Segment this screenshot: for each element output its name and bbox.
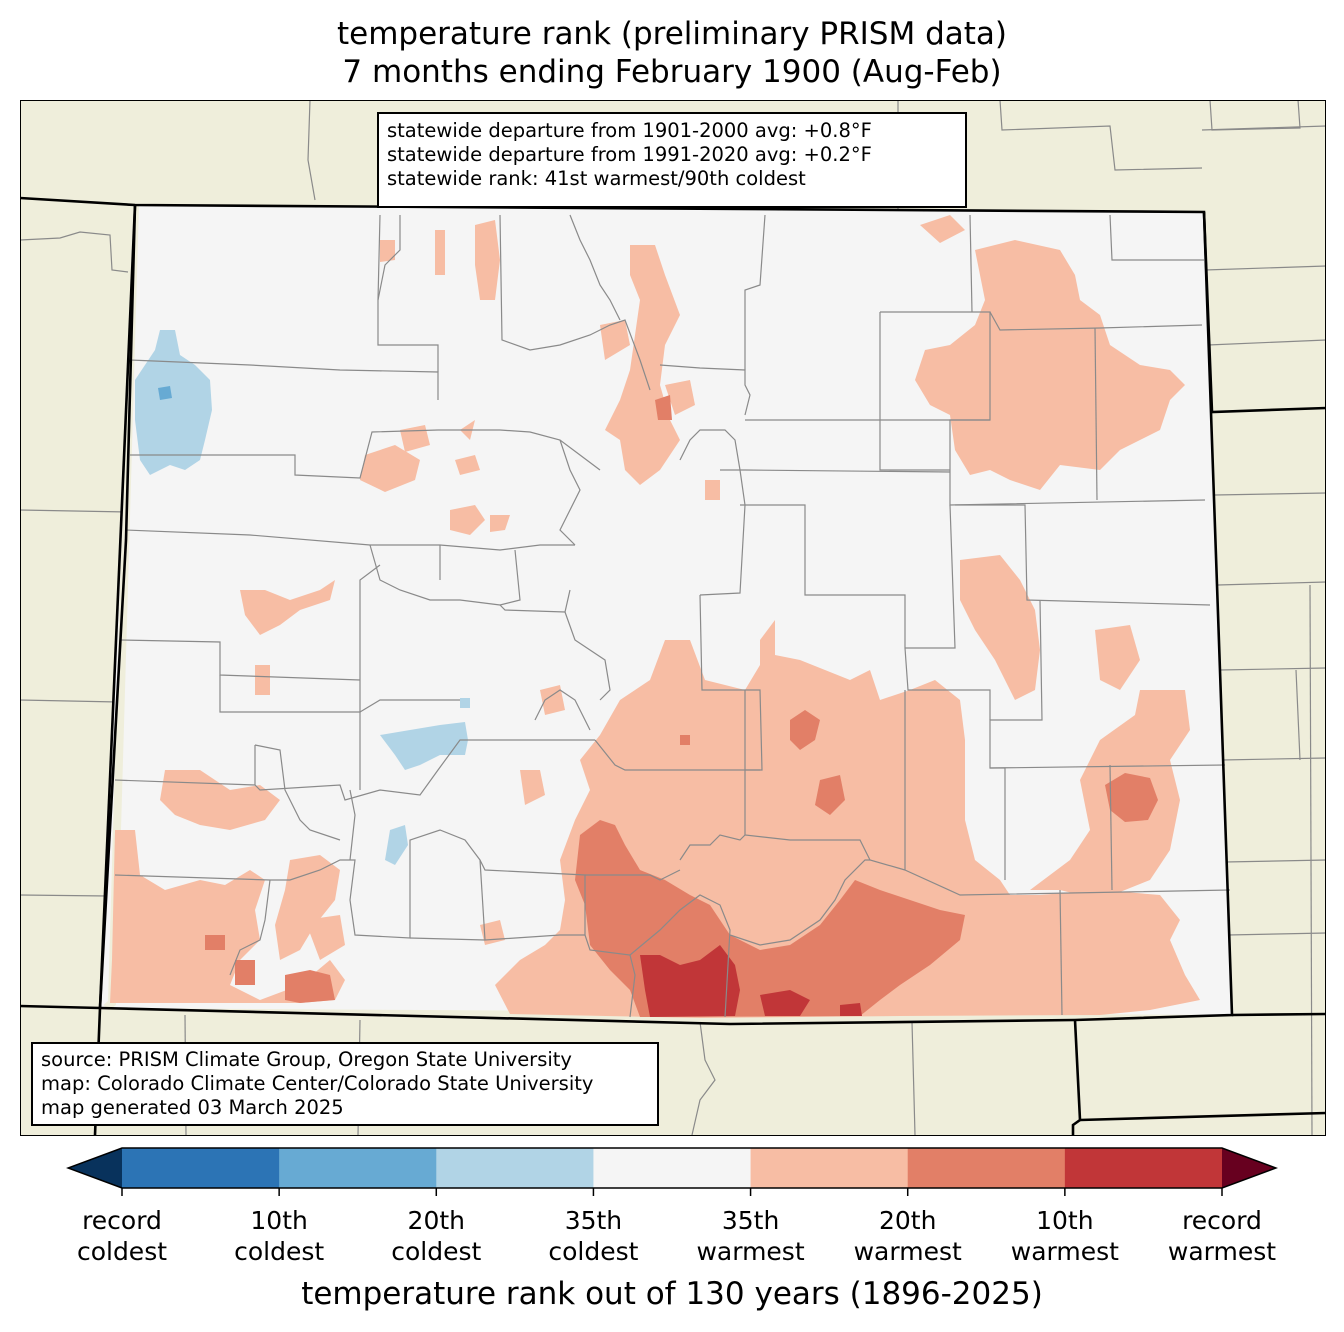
colorbar-tick-label: 10th coldest xyxy=(199,1205,359,1267)
colorbar-segment xyxy=(907,1148,1066,1188)
stats-statewide-rank: statewide rank: 41st warmest/90th coldes… xyxy=(387,167,806,190)
colorbar-label: temperature rank out of 130 years (1896-… xyxy=(301,1276,1043,1312)
tick-label-line1: record xyxy=(82,1206,162,1235)
tick-label-line1: 20th xyxy=(878,1206,937,1235)
colorbar-segment xyxy=(436,1148,594,1188)
tick-label-line2: coldest xyxy=(76,1237,168,1266)
colorbar-tick-label: 20th warmest xyxy=(828,1205,988,1267)
tick-label-line2: coldest xyxy=(234,1237,325,1266)
source-box: source: PRISM Climate Group, Oregon Stat… xyxy=(31,1042,659,1126)
colorbar-tick-label: 35th coldest xyxy=(513,1205,673,1267)
map-subtitle: 7 months ending February 1900 (Aug-Feb) xyxy=(342,54,1002,90)
colorbar-segment xyxy=(122,1148,280,1188)
tick-label-line1: 10th xyxy=(250,1206,308,1235)
stats-departure-1991-2020: statewide departure from 1991-2020 avg: … xyxy=(387,143,872,166)
colorbar-tick-label: record warmest xyxy=(1142,1205,1302,1267)
colorbar-tick-label: 35th warmest xyxy=(671,1205,831,1267)
tick-label-line2: warmest xyxy=(696,1237,805,1266)
colorbar-segment xyxy=(593,1148,752,1188)
colorbar-segment xyxy=(279,1148,437,1188)
colorbar-tick-label: 20th coldest xyxy=(356,1205,516,1267)
tick-label-line1: 10th xyxy=(1036,1206,1094,1235)
colorado-temperature-rank-map xyxy=(20,100,1326,1136)
map-title: temperature rank (preliminary PRISM data… xyxy=(336,16,1007,52)
tick-label-line1: record xyxy=(1182,1206,1262,1235)
colorbar-extend-high xyxy=(1222,1148,1276,1188)
county-lines xyxy=(114,214,1231,1018)
colorbar-tick-label: 10th warmest xyxy=(985,1205,1145,1267)
tick-label-line2: warmest xyxy=(853,1237,962,1266)
map-credit-line: map: Colorado Climate Center/Colorado St… xyxy=(41,1072,594,1095)
tick-label-line2: warmest xyxy=(1167,1237,1277,1266)
colorbar-tick-label: record coldest xyxy=(42,1205,202,1267)
stats-departure-1901-2000: statewide departure from 1901-2000 avg: … xyxy=(387,119,872,142)
statewide-stats-box: statewide departure from 1901-2000 avg: … xyxy=(377,112,967,208)
tick-label-line1: 35th xyxy=(564,1206,623,1235)
tick-label-line2: coldest xyxy=(548,1237,639,1266)
colorbar xyxy=(66,1147,1278,1196)
colorbar-extend-low xyxy=(68,1148,122,1188)
colorbar-segment xyxy=(1064,1148,1223,1188)
tick-label-line2: coldest xyxy=(391,1237,482,1266)
generated-date-line: map generated 03 March 2025 xyxy=(41,1096,344,1119)
tick-label-line1: 35th xyxy=(721,1206,780,1235)
tick-label-line1: 20th xyxy=(407,1206,466,1235)
tick-label-line2: warmest xyxy=(1010,1237,1119,1266)
source-line: source: PRISM Climate Group, Oregon Stat… xyxy=(41,1048,572,1071)
colorbar-segment xyxy=(750,1148,909,1188)
